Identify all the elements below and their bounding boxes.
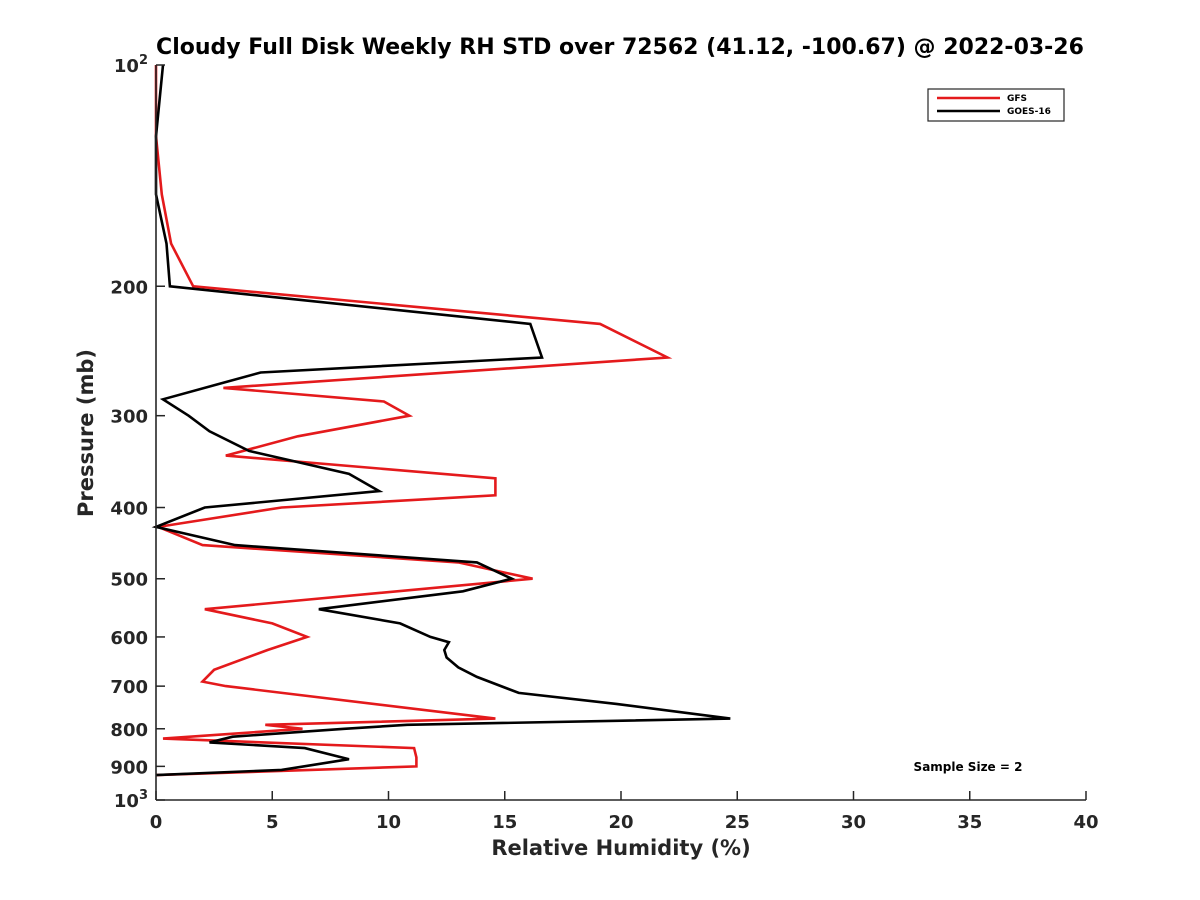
y-tick-label: 800 — [110, 720, 148, 741]
series-line-goes-16 — [151, 64, 731, 777]
sample-size-annotation: Sample Size = 2 — [914, 760, 1023, 774]
series-line-gfs — [153, 65, 673, 777]
y-ticks: 102 200 300 400 500 600 700 800 900 103 — [110, 53, 165, 812]
y-tick-label: 700 — [110, 677, 148, 698]
legend-label-gfs: GFS — [1007, 94, 1027, 104]
x-tick-label: 20 — [608, 812, 633, 833]
y-tick-label: 200 — [110, 277, 148, 298]
x-tick-label: 25 — [725, 812, 750, 833]
y-tick-label: 500 — [110, 570, 148, 591]
x-tick-label: 40 — [1073, 812, 1098, 833]
legend-label-goes-16: GOES-16 — [1007, 107, 1051, 117]
legend-box — [927, 88, 1065, 122]
x-tick-label: 15 — [492, 812, 517, 833]
x-tick-label: 5 — [266, 812, 279, 833]
y-tick-label: 103 — [114, 788, 148, 812]
x-tick-label: 35 — [957, 812, 982, 833]
y-axis-label: Pressure (mb) — [74, 349, 98, 517]
x-tick-label: 10 — [376, 812, 401, 833]
x-tick-label: 0 — [150, 812, 163, 833]
x-axis-label: Relative Humidity (%) — [491, 836, 750, 860]
y-tick-label: 300 — [110, 407, 148, 428]
y-tick-label: 900 — [110, 757, 148, 778]
y-tick-label: 102 — [114, 53, 148, 77]
x-tick-label: 30 — [841, 812, 866, 833]
legend: GFS GOES-16 — [927, 88, 1065, 122]
chart-title: Cloudy Full Disk Weekly RH STD over 7256… — [156, 35, 1084, 60]
y-tick-label: 400 — [110, 499, 148, 520]
x-ticks: 0 5 10 15 20 25 30 35 40 — [150, 791, 1099, 833]
y-tick-label: 600 — [110, 628, 148, 649]
plot-lines — [151, 64, 731, 777]
